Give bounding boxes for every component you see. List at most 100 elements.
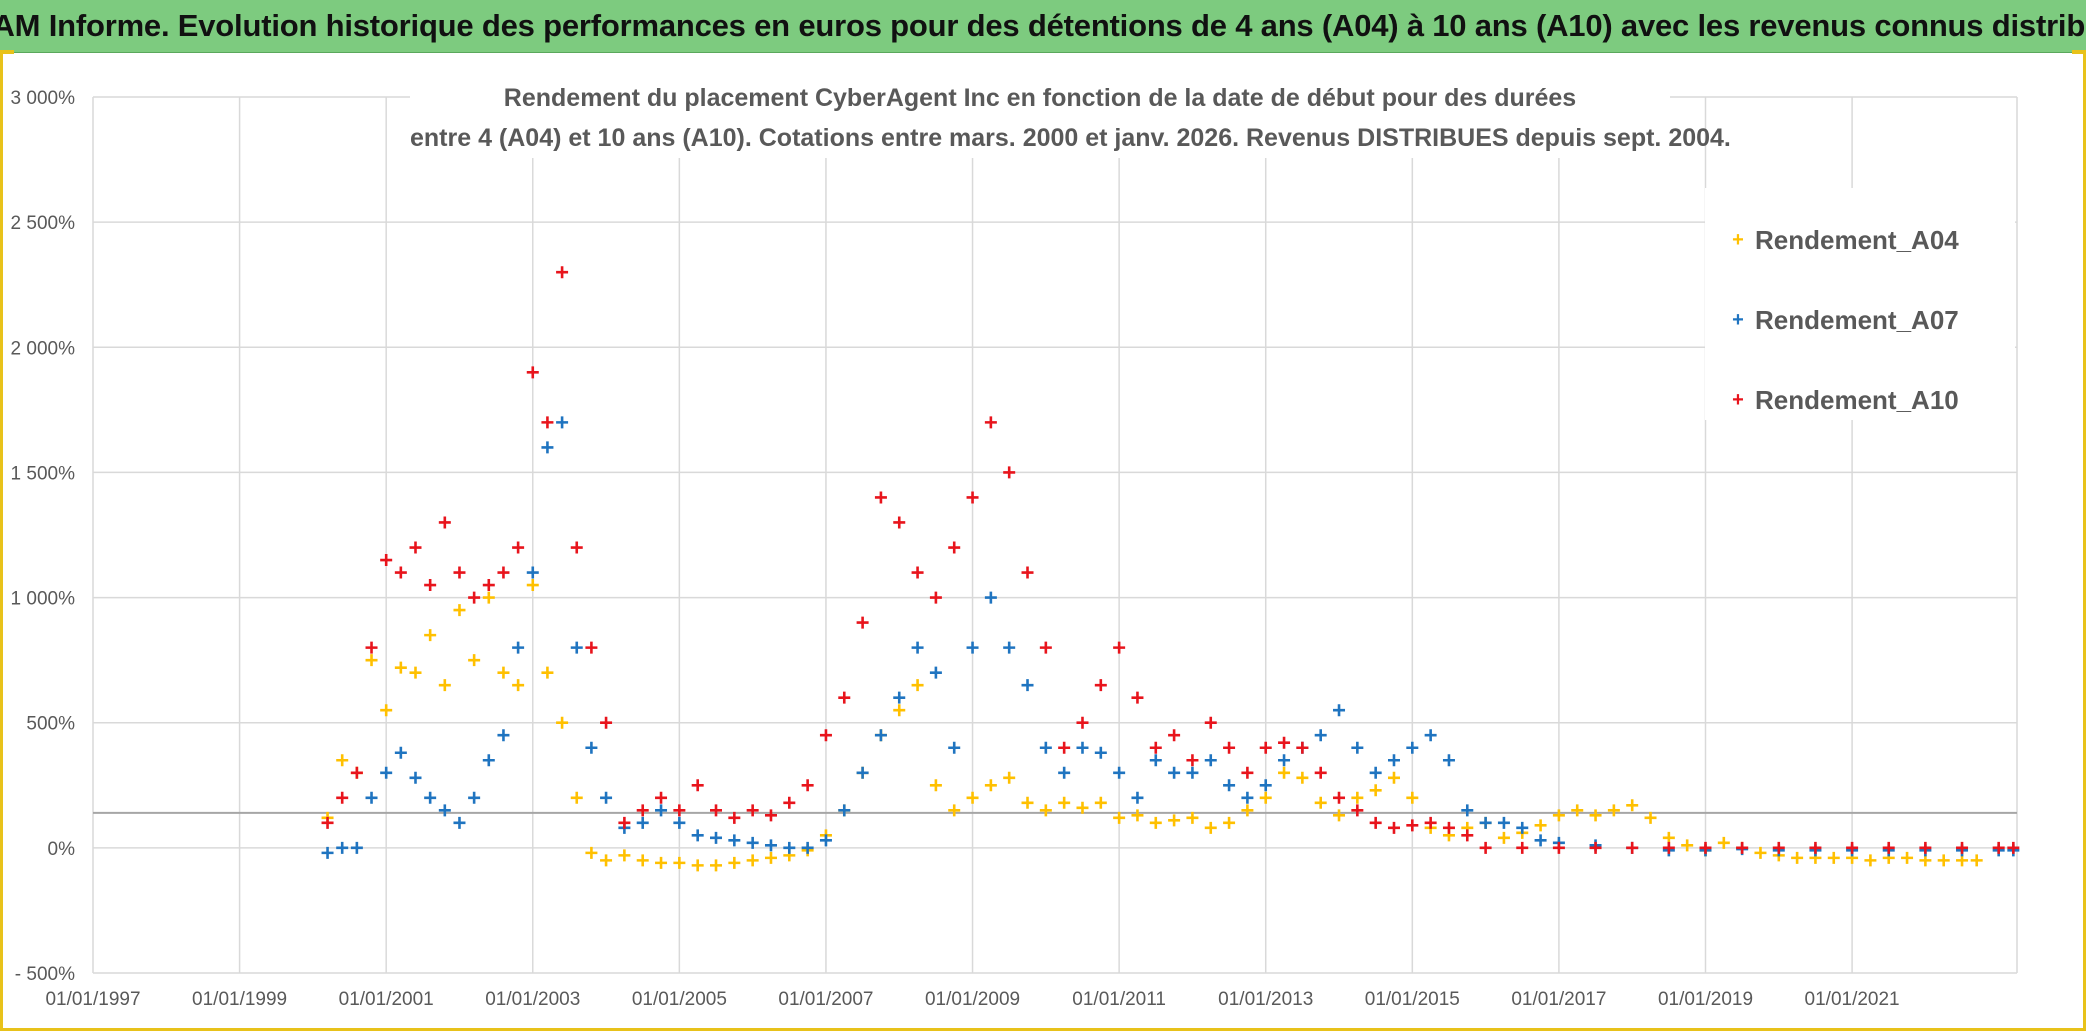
data-point (1461, 829, 1474, 842)
data-point (468, 654, 481, 667)
data-point (394, 661, 407, 674)
data-point (966, 641, 979, 654)
data-point (984, 416, 997, 429)
legend-marker-a10: + (1732, 388, 1744, 411)
legend-item-a07: + Rendement_A07 (1729, 300, 1959, 340)
data-point (874, 491, 887, 504)
data-point (856, 616, 869, 629)
data-point (585, 741, 598, 754)
data-point (1241, 804, 1254, 817)
data-point (1809, 841, 1822, 854)
data-point (636, 854, 649, 867)
data-point (1442, 754, 1455, 767)
data-point (600, 791, 613, 804)
data-point (1058, 796, 1071, 809)
data-point (1094, 746, 1107, 759)
data-point (1241, 766, 1254, 779)
data-point (1333, 809, 1346, 822)
data-point (1937, 854, 1950, 867)
x-tick-label: 01/01/2021 (1805, 989, 1900, 1010)
data-point (1571, 804, 1584, 817)
data-point (1442, 821, 1455, 834)
banner-accent-right (2072, 50, 2086, 54)
x-tick-label: 01/01/2005 (632, 989, 727, 1010)
x-tick-label: 01/01/2011 (1072, 989, 1166, 1010)
data-point (1864, 854, 1877, 867)
data-point (801, 779, 814, 792)
y-tick-label: 1 500% (11, 463, 76, 484)
data-point (710, 831, 723, 844)
data-point (838, 691, 851, 704)
data-point (1552, 809, 1565, 822)
data-point (526, 579, 539, 592)
data-point (1387, 821, 1400, 834)
data-point (438, 516, 451, 529)
data-point (1791, 851, 1804, 864)
legend: + Rendement_A04 + Rendement_A07 + Rendem… (1705, 188, 2015, 420)
x-axis-tick-labels: 01/01/1997 01/01/1999 01/01/2001 01/01/2003… (45, 989, 1899, 1010)
data-point (1278, 754, 1291, 767)
data-point (394, 566, 407, 579)
data-point (512, 641, 525, 654)
data-point (1369, 766, 1382, 779)
data-point (1113, 641, 1126, 654)
banner-accent-left (0, 50, 14, 54)
data-point (1076, 801, 1089, 814)
data-point (655, 791, 668, 804)
x-tick-label: 01/01/2013 (1218, 989, 1313, 1010)
data-point (618, 816, 631, 829)
data-point (1351, 741, 1364, 754)
data-point (691, 829, 704, 842)
data-point (1314, 766, 1327, 779)
data-point (1186, 811, 1199, 824)
data-point (1131, 809, 1144, 822)
data-point (1204, 821, 1217, 834)
data-point (438, 679, 451, 692)
data-point (1406, 741, 1419, 754)
chart-title-line-1: Rendement du placement CyberAgent Inc en… (503, 84, 1577, 112)
data-point (728, 856, 741, 869)
data-point (1241, 791, 1254, 804)
data-point (512, 679, 525, 692)
data-point (691, 859, 704, 872)
legend-marker-a04: + (1732, 228, 1744, 251)
data-point (1846, 841, 1859, 854)
data-point (541, 441, 554, 454)
data-point (1003, 771, 1016, 784)
data-point (819, 834, 832, 847)
data-point (893, 704, 906, 717)
data-point (1369, 816, 1382, 829)
data-point (1094, 796, 1107, 809)
chart-title-line-2: entre 4 (A04) et 10 ans (A10). Cotations… (410, 124, 1731, 152)
data-point (1278, 766, 1291, 779)
data-point (764, 809, 777, 822)
data-point (1424, 816, 1437, 829)
data-point (819, 729, 832, 742)
data-point (1223, 741, 1236, 754)
data-point (1039, 741, 1052, 754)
data-point (336, 791, 349, 804)
data-point (1479, 841, 1492, 854)
data-point (1534, 834, 1547, 847)
data-point (468, 591, 481, 604)
legend-label-a10: Rendement_A10 (1755, 384, 1959, 415)
legend-label-a07: Rendement_A07 (1755, 304, 1959, 335)
data-point (600, 854, 613, 867)
data-point (1003, 641, 1016, 654)
data-point (984, 591, 997, 604)
data-point (893, 691, 906, 704)
data-point (365, 641, 378, 654)
data-point (856, 766, 869, 779)
data-point (409, 771, 422, 784)
data-point (1406, 819, 1419, 832)
data-point (482, 754, 495, 767)
data-point (1113, 766, 1126, 779)
x-tick-label: 01/01/2003 (485, 989, 580, 1010)
data-point (409, 666, 422, 679)
data-point (728, 834, 741, 847)
data-point (424, 629, 437, 642)
data-point (1882, 841, 1895, 854)
data-point (1168, 766, 1181, 779)
data-point (1204, 716, 1217, 729)
